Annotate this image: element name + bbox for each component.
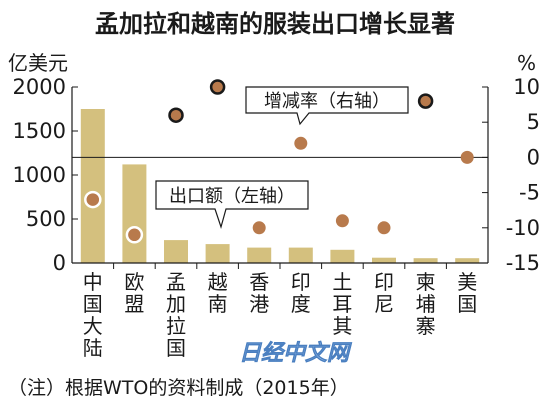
bar-2 — [122, 164, 147, 263]
left-tick-label-3: 1000 — [13, 163, 66, 187]
right-axis-unit: % — [517, 51, 536, 75]
right-tick-label-4: -5 — [519, 181, 540, 205]
dot-4 — [209, 79, 226, 95]
category-label-2: 欧盟 — [124, 270, 144, 316]
left-tick-label-1: 0 — [53, 251, 66, 275]
category-label-4: 越南 — [208, 270, 228, 316]
plot-area: 0 500 1000 1500 2000 10 5 0 -5 -10 -15 中国大陆 欧盟 孟加拉国 越南… — [13, 75, 540, 366]
right-series-callout-label: 增减率（右轴） — [264, 91, 390, 112]
left-tick-label-5: 2000 — [13, 75, 66, 99]
right-tick-label-5: -10 — [506, 216, 540, 240]
dot-3 — [168, 107, 184, 123]
left-series-callout-label: 出口额（左轴） — [169, 186, 295, 207]
right-series-callout-box — [245, 86, 409, 126]
bar-10 — [455, 258, 480, 263]
bar-5 — [247, 247, 272, 263]
category-label-7: 土耳其 — [332, 270, 352, 338]
category-label-10: 美国 — [457, 270, 477, 316]
watermark-text: 日经中文网 — [239, 340, 352, 366]
left-series-callout-box — [155, 180, 309, 230]
right-tick-label-2: 5 — [527, 110, 540, 134]
bar-8 — [372, 257, 396, 263]
category-label-5: 香港 — [249, 270, 269, 316]
bar-6 — [288, 247, 313, 263]
right-tick-label-6: -15 — [506, 251, 540, 275]
dot-2 — [125, 226, 144, 244]
left-axis-unit: 亿美元 — [8, 51, 68, 75]
bar-3 — [164, 240, 188, 263]
bar-7 — [330, 249, 355, 263]
right-tick-label-3: 0 — [527, 145, 540, 169]
bar-1 — [80, 109, 105, 263]
left-tick-label-4: 1500 — [13, 119, 66, 143]
chart-title: 孟加拉和越南的服装出口增长显著 — [95, 10, 455, 38]
dot-5 — [252, 221, 266, 235]
dot-10 — [460, 150, 474, 164]
category-label-1: 中国大陆 — [83, 270, 103, 360]
dot-1 — [84, 190, 102, 209]
bar-9 — [413, 258, 438, 263]
category-label-9: 柬埔寨 — [416, 270, 436, 338]
category-label-6: 印度 — [291, 270, 311, 316]
category-label-3: 孟加拉国 — [166, 270, 186, 360]
dot-8 — [377, 221, 391, 235]
dot-9 — [417, 93, 434, 109]
right-tick-label-1: 10 — [513, 75, 540, 99]
bar-4 — [205, 244, 230, 263]
category-label-8: 印尼 — [374, 270, 394, 316]
dot-7 — [335, 214, 349, 228]
left-tick-label-2: 500 — [26, 207, 66, 231]
dot-6 — [294, 136, 308, 150]
source-note: （注）根据WTO的资料制成（2015年） — [8, 377, 349, 399]
